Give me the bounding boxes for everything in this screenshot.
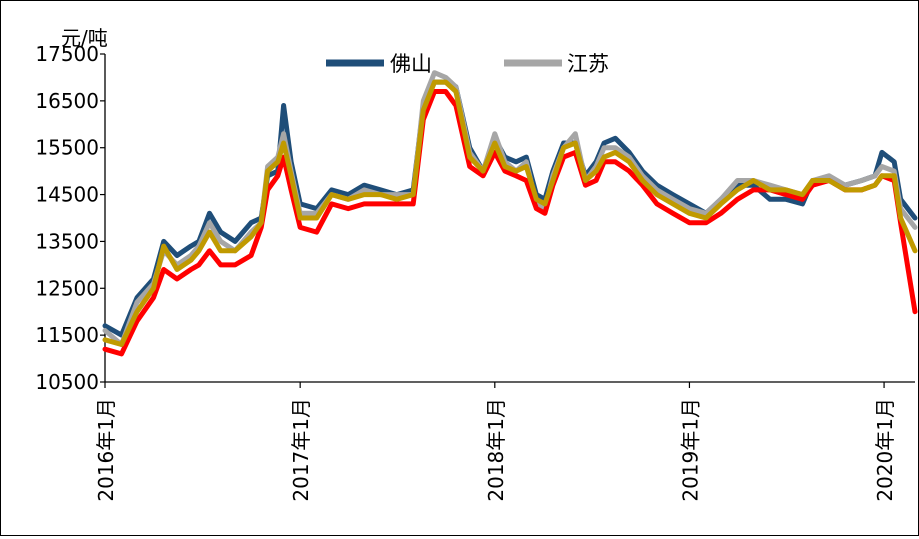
y-axis: 10500 11500 12500 13500 14500 15500 16500 17500 [35, 42, 106, 394]
y-tick-label: 10500 [35, 370, 99, 394]
y-tick-label: 16500 [35, 89, 99, 113]
x-tick-label: 2017年1月 [289, 398, 313, 502]
legend: 佛山 江苏 [326, 52, 609, 76]
series-line-2 [102, 89, 918, 357]
y-tick-label: 14500 [35, 183, 99, 207]
series-line-3 [102, 79, 918, 347]
series-lines [102, 70, 918, 357]
x-tick-label: 2016年1月 [94, 398, 118, 502]
legend-label: 佛山 [390, 52, 432, 76]
series-line-1 [102, 70, 918, 347]
x-tick-label: 2019年1月 [678, 398, 702, 502]
x-tick-label: 2018年1月 [484, 398, 508, 502]
y-tick-label: 12500 [35, 276, 99, 300]
legend-label: 江苏 [567, 52, 609, 76]
x-tick-label: 2020年1月 [873, 398, 897, 502]
y-tick-label: 17500 [35, 42, 99, 66]
series-line-0 [102, 79, 918, 338]
y-tick-label: 15500 [35, 136, 99, 160]
y-tick-label: 11500 [35, 323, 99, 347]
y-tick-label: 13500 [35, 229, 99, 253]
y-unit-label: 元/吨 [61, 26, 108, 50]
x-axis: 2016年1月 2017年1月 2018年1月 2019年1月 2020年1月 [94, 381, 915, 502]
